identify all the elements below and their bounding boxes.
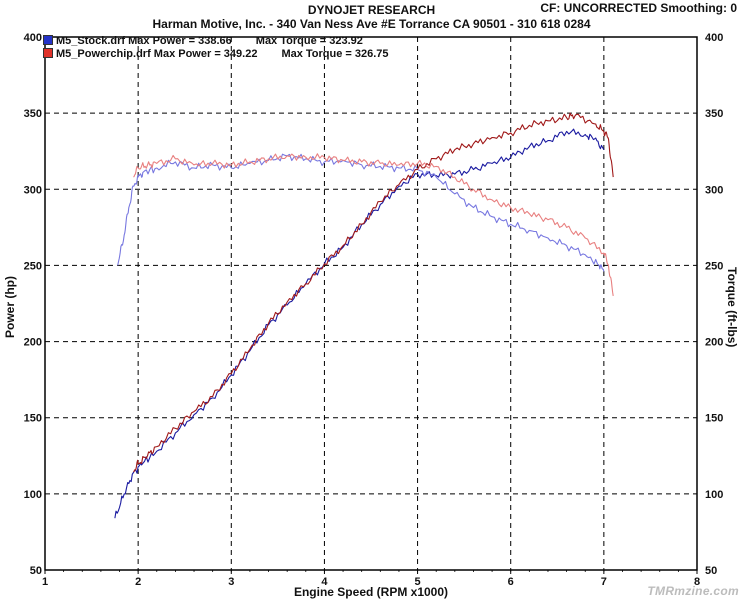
x-tick-label: 5 bbox=[415, 576, 421, 588]
y-tick-label-left: 350 bbox=[24, 108, 42, 120]
x-tick-label: 6 bbox=[508, 576, 514, 588]
x-tick-label: 4 bbox=[321, 576, 328, 588]
legend-label-powerchip: M5_Powerchip.drf Max Power = 349.22 bbox=[56, 48, 258, 60]
y-tick-label-right: 100 bbox=[705, 489, 723, 501]
y-tick-label-left: 200 bbox=[24, 337, 42, 349]
legend-entry-stock: M5_Stock.drf Max Power = 338.66 Max Torqu… bbox=[43, 35, 363, 47]
y-tick-label-left: 50 bbox=[30, 565, 42, 577]
legend-torque-powerchip: Max Torque = 326.75 bbox=[281, 48, 389, 60]
x-tick-label: 3 bbox=[228, 576, 234, 588]
y-tick-label-left: 250 bbox=[24, 260, 42, 272]
y-tick-label-left: 300 bbox=[24, 184, 42, 196]
watermark: TMRmzine.com bbox=[647, 584, 739, 598]
y-tick-label-right: 50 bbox=[705, 565, 717, 577]
y-tick-label-right: 400 bbox=[705, 32, 723, 44]
y-axis-label-right: Torque (ft-lbs) bbox=[725, 267, 739, 348]
series-line-stock-torque bbox=[117, 153, 605, 272]
x-tick-label: 7 bbox=[601, 576, 607, 588]
x-tick-label: 8 bbox=[694, 576, 700, 588]
correction-info: CF: UNCORRECTED Smoothing: 0 bbox=[540, 1, 737, 15]
series-line-powerchip-torque bbox=[133, 153, 614, 296]
y-tick-label-right: 150 bbox=[705, 413, 723, 425]
chart-title: DYNOJET RESEARCH bbox=[307, 3, 436, 17]
chart-subtitle: Harman Motive, Inc. - 340 Van Ness Ave #… bbox=[152, 17, 591, 31]
x-axis-label: Engine Speed (RPM x1000) bbox=[293, 585, 449, 599]
x-tick-label: 1 bbox=[42, 576, 48, 588]
y-tick-label-left: 150 bbox=[24, 413, 42, 425]
y-tick-label-right: 200 bbox=[705, 337, 723, 349]
legend-torque-stock: Max Torque = 323.92 bbox=[255, 35, 363, 47]
y-tick-label-left: 400 bbox=[24, 32, 42, 44]
series-line-powerchip-power bbox=[133, 112, 614, 473]
legend-entry-powerchip: M5_Powerchip.drf Max Power = 349.22 Max T… bbox=[43, 48, 389, 60]
legend-label-stock: M5_Stock.drf Max Power = 338.66 bbox=[56, 35, 232, 47]
x-tick-label: 2 bbox=[135, 576, 141, 588]
plot-area bbox=[44, 36, 698, 571]
y-tick-label-left: 100 bbox=[24, 489, 42, 501]
y-tick-label-right: 250 bbox=[705, 260, 723, 272]
y-tick-label-right: 300 bbox=[705, 184, 723, 196]
legend-swatch-stock bbox=[43, 35, 53, 46]
y-tick-label-right: 350 bbox=[705, 108, 723, 120]
y-axis-label-left: Power (hp) bbox=[3, 276, 17, 338]
legend-swatch-powerchip bbox=[43, 48, 53, 59]
